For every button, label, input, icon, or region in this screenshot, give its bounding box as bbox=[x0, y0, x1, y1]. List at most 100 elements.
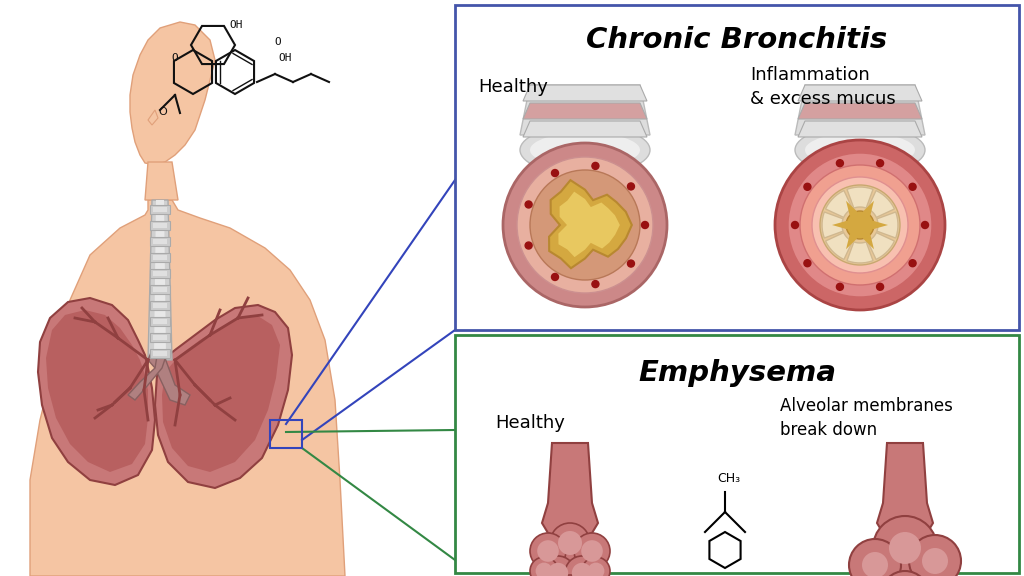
Polygon shape bbox=[148, 110, 158, 125]
Text: CH₃: CH₃ bbox=[718, 472, 740, 485]
Polygon shape bbox=[153, 255, 167, 260]
Polygon shape bbox=[150, 333, 170, 342]
Polygon shape bbox=[867, 191, 894, 217]
Circle shape bbox=[820, 185, 900, 265]
Polygon shape bbox=[153, 319, 167, 324]
Circle shape bbox=[565, 556, 599, 576]
Circle shape bbox=[503, 143, 667, 307]
Circle shape bbox=[517, 157, 653, 293]
Circle shape bbox=[588, 563, 604, 576]
Polygon shape bbox=[150, 269, 170, 278]
Circle shape bbox=[525, 201, 532, 208]
Circle shape bbox=[550, 523, 590, 563]
Polygon shape bbox=[153, 351, 167, 356]
Polygon shape bbox=[795, 85, 925, 135]
Polygon shape bbox=[860, 221, 888, 229]
Polygon shape bbox=[130, 22, 215, 165]
Polygon shape bbox=[150, 253, 170, 262]
Circle shape bbox=[788, 153, 932, 297]
Polygon shape bbox=[38, 298, 155, 485]
Polygon shape bbox=[148, 350, 190, 405]
Polygon shape bbox=[150, 317, 170, 326]
Text: Healthy: Healthy bbox=[478, 78, 548, 96]
Polygon shape bbox=[145, 162, 178, 200]
Polygon shape bbox=[877, 443, 933, 538]
Polygon shape bbox=[798, 85, 922, 101]
Text: Alveolar membranes
break down: Alveolar membranes break down bbox=[780, 397, 953, 439]
Circle shape bbox=[571, 563, 592, 576]
Text: O: O bbox=[159, 107, 167, 117]
Circle shape bbox=[909, 260, 916, 267]
Circle shape bbox=[873, 516, 937, 576]
Polygon shape bbox=[155, 305, 292, 488]
Circle shape bbox=[889, 532, 921, 564]
Text: OH: OH bbox=[229, 20, 243, 30]
Circle shape bbox=[877, 160, 884, 166]
Circle shape bbox=[592, 162, 599, 169]
Circle shape bbox=[538, 540, 559, 562]
Circle shape bbox=[792, 222, 799, 229]
Circle shape bbox=[877, 283, 884, 290]
Circle shape bbox=[548, 563, 568, 576]
Circle shape bbox=[846, 211, 874, 239]
Circle shape bbox=[862, 552, 888, 576]
Polygon shape bbox=[128, 350, 168, 400]
Polygon shape bbox=[150, 221, 170, 230]
Circle shape bbox=[530, 557, 558, 576]
Text: Inflammation
& excess mucus: Inflammation & excess mucus bbox=[750, 66, 896, 108]
Circle shape bbox=[922, 222, 929, 229]
Circle shape bbox=[530, 533, 566, 569]
Polygon shape bbox=[162, 316, 280, 472]
Circle shape bbox=[582, 540, 603, 562]
Polygon shape bbox=[153, 303, 167, 308]
Circle shape bbox=[922, 548, 948, 574]
Text: Chronic Bronchitis: Chronic Bronchitis bbox=[587, 26, 888, 54]
Circle shape bbox=[592, 281, 599, 287]
Circle shape bbox=[558, 531, 582, 555]
Polygon shape bbox=[549, 180, 632, 268]
Polygon shape bbox=[153, 207, 167, 212]
Circle shape bbox=[837, 283, 844, 290]
Polygon shape bbox=[153, 271, 167, 276]
Polygon shape bbox=[153, 335, 167, 340]
Polygon shape bbox=[150, 349, 170, 358]
Polygon shape bbox=[710, 532, 740, 568]
Polygon shape bbox=[150, 301, 170, 310]
Circle shape bbox=[909, 183, 916, 190]
Text: O: O bbox=[274, 37, 282, 47]
Polygon shape bbox=[542, 443, 598, 538]
Polygon shape bbox=[153, 287, 167, 292]
Circle shape bbox=[574, 533, 610, 569]
Ellipse shape bbox=[520, 125, 650, 175]
Polygon shape bbox=[847, 242, 873, 263]
Circle shape bbox=[812, 177, 908, 273]
Polygon shape bbox=[825, 191, 852, 217]
Polygon shape bbox=[867, 233, 894, 259]
Polygon shape bbox=[153, 223, 167, 228]
Polygon shape bbox=[523, 85, 647, 101]
FancyBboxPatch shape bbox=[455, 5, 1019, 330]
Text: Healthy: Healthy bbox=[495, 414, 565, 432]
Polygon shape bbox=[150, 237, 170, 246]
Circle shape bbox=[552, 169, 558, 176]
Circle shape bbox=[909, 535, 961, 576]
Polygon shape bbox=[154, 200, 166, 355]
Polygon shape bbox=[846, 201, 860, 225]
Circle shape bbox=[881, 571, 929, 576]
Polygon shape bbox=[520, 85, 650, 135]
Circle shape bbox=[804, 260, 811, 267]
Circle shape bbox=[541, 556, 575, 576]
Circle shape bbox=[837, 160, 844, 166]
Polygon shape bbox=[798, 103, 922, 119]
Circle shape bbox=[849, 539, 901, 576]
Circle shape bbox=[525, 242, 532, 249]
Polygon shape bbox=[822, 212, 843, 238]
Circle shape bbox=[800, 165, 920, 285]
Text: O: O bbox=[172, 53, 178, 63]
Circle shape bbox=[554, 575, 586, 576]
Polygon shape bbox=[860, 225, 874, 249]
Text: Emphysema: Emphysema bbox=[638, 359, 836, 387]
Ellipse shape bbox=[805, 132, 915, 168]
Polygon shape bbox=[153, 239, 167, 244]
Circle shape bbox=[775, 140, 945, 310]
